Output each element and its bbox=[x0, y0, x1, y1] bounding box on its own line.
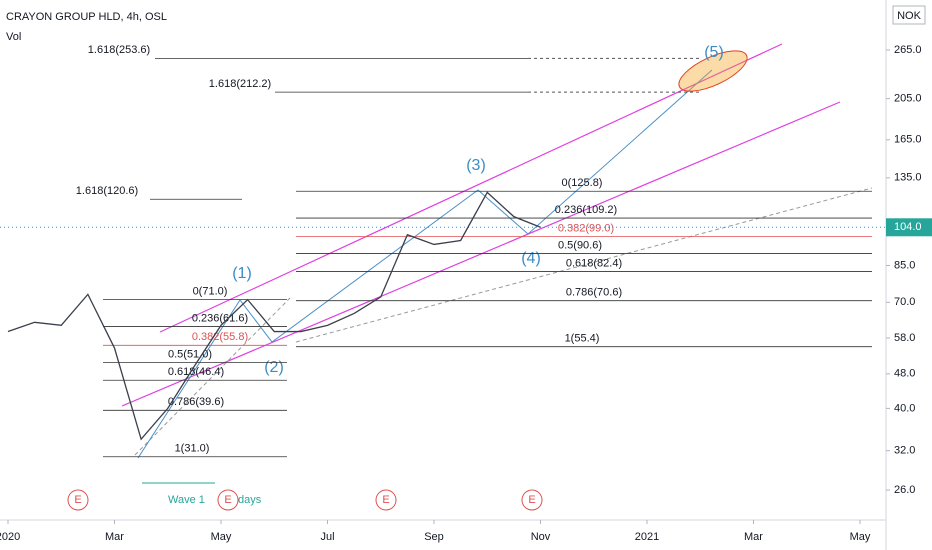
price-line bbox=[7, 191, 541, 441]
earnings-marker bbox=[521, 489, 543, 511]
fib-label: 0.382(99.0) bbox=[558, 223, 614, 235]
currency-box bbox=[892, 5, 926, 25]
fib-label: 1.618(212.2) bbox=[209, 78, 271, 90]
wave-label: (1) bbox=[232, 265, 252, 282]
channel-dashed-left bbox=[134, 297, 291, 456]
volume-label: Vol bbox=[6, 31, 21, 43]
y-tick-label: 32.0 bbox=[894, 445, 915, 457]
x-tick-label: Mar bbox=[744, 531, 763, 543]
x-tick-label: May bbox=[211, 531, 232, 543]
x-tick-label: Sep bbox=[424, 531, 444, 543]
x-tick-label: Nov bbox=[531, 531, 551, 543]
x-tick-label: Mar bbox=[105, 531, 124, 543]
fib-label: 0(125.8) bbox=[562, 177, 603, 189]
fib-label: 0.786(39.6) bbox=[168, 396, 224, 408]
wave-label: (3) bbox=[466, 157, 486, 174]
fib-label: 0.618(46.4) bbox=[168, 366, 224, 378]
fib-label: 0.5(90.6) bbox=[558, 239, 602, 251]
last-price-label: 104.0 bbox=[894, 221, 922, 233]
y-tick-label: 205.0 bbox=[894, 93, 922, 105]
x-tick-label: 2020 bbox=[0, 531, 20, 543]
currency: NOK bbox=[897, 10, 922, 22]
earnings-label: E bbox=[528, 494, 535, 506]
fib-label: 0.382(55.8) bbox=[192, 331, 248, 343]
annotation: Wave 1 bbox=[168, 494, 205, 506]
earnings-label: E bbox=[74, 494, 81, 506]
earnings-marker bbox=[217, 489, 239, 511]
earnings-label: E bbox=[224, 494, 231, 506]
fib-label: 0.236(109.2) bbox=[555, 204, 617, 216]
wave-label: (2) bbox=[264, 359, 284, 376]
target-zone bbox=[678, 50, 748, 92]
fib-label: 0.5(51.0) bbox=[168, 348, 212, 360]
channel-lower bbox=[121, 101, 841, 407]
y-tick-label: 135.0 bbox=[894, 172, 922, 184]
earnings-marker bbox=[375, 489, 397, 511]
y-tick-label: 58.0 bbox=[894, 332, 915, 344]
fib-label: 0(71.0) bbox=[193, 286, 228, 298]
channel-dashed bbox=[295, 187, 873, 343]
annotation: days bbox=[238, 494, 262, 506]
x-tick-label: 2021 bbox=[635, 531, 659, 543]
fib-label: 0.786(70.6) bbox=[566, 287, 622, 299]
earnings-marker bbox=[67, 489, 89, 511]
fib-label: 1(31.0) bbox=[175, 443, 210, 455]
fib-label: 0.236(61.6) bbox=[192, 312, 248, 324]
x-tick-label: Jul bbox=[320, 531, 334, 543]
fib-label: 1.618(253.6) bbox=[88, 44, 150, 56]
y-tick-label: 85.0 bbox=[894, 259, 915, 271]
wave-label: (4) bbox=[521, 250, 541, 267]
last-price-box bbox=[886, 218, 932, 237]
y-tick-label: 26.0 bbox=[894, 484, 915, 496]
y-tick-label: 265.0 bbox=[894, 44, 922, 56]
x-tick-label: May bbox=[850, 531, 871, 543]
y-tick-label: 40.0 bbox=[894, 402, 915, 414]
y-tick-label: 48.0 bbox=[894, 368, 915, 380]
fib-label: 0.618(82.4) bbox=[566, 257, 622, 269]
y-tick-label: 70.0 bbox=[894, 296, 915, 308]
y-tick-label: 165.0 bbox=[894, 134, 922, 146]
fib-label: 1(55.4) bbox=[565, 333, 600, 345]
wave-label: (5) bbox=[704, 44, 724, 61]
chart-title: CRAYON GROUP HLD, 4h, OSL bbox=[6, 11, 167, 23]
fib-label: 1.618(120.6) bbox=[76, 185, 138, 197]
earnings-label: E bbox=[382, 494, 389, 506]
